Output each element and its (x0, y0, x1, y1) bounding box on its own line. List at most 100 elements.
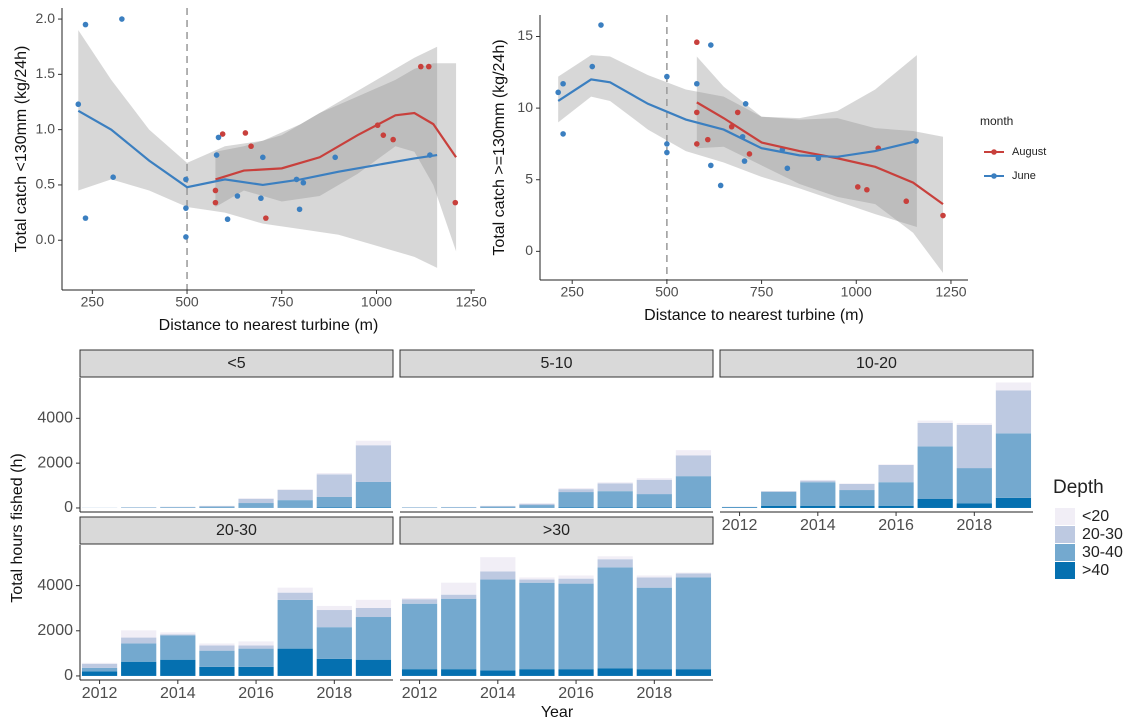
x-tick-label: 250 (561, 284, 585, 300)
data-point (214, 152, 220, 158)
legend-label: 30-40 (1082, 544, 1123, 561)
data-point (248, 143, 254, 149)
bar-segment (839, 483, 874, 484)
bar-segment (598, 668, 633, 675)
bar-segment (519, 580, 554, 583)
bar-segment (278, 500, 313, 508)
bar-segment (441, 583, 476, 595)
data-point (560, 131, 566, 137)
y-axis-title: Total hours fished (h) (9, 453, 26, 602)
data-point (418, 64, 424, 70)
legend-key-point (991, 149, 997, 155)
bar-segment (957, 425, 992, 468)
bar-segment (480, 557, 515, 571)
bar-segment (480, 506, 515, 507)
bar-segment (238, 667, 273, 676)
bar-segment (121, 630, 156, 637)
bar-segment (800, 506, 835, 508)
bar-segment (676, 578, 711, 670)
data-point (718, 183, 724, 189)
data-point (119, 16, 125, 22)
figure: 0.00.51.01.52.025050075010001250Distance… (0, 0, 1148, 723)
legend-key-point (991, 173, 997, 179)
bar-segment (918, 499, 953, 508)
y-axis-title: Total catch <130mm (kg/24h) (13, 46, 30, 253)
bar-segment (160, 507, 195, 508)
data-point (213, 188, 219, 194)
x-tick-label: 2016 (878, 517, 914, 534)
bar-segment (402, 604, 437, 669)
legend-label: <20 (1082, 508, 1109, 525)
data-point (260, 154, 266, 160)
bar-segment (996, 390, 1031, 433)
bar-segment (160, 660, 195, 676)
legend-label: >40 (1082, 562, 1109, 579)
bar-segment (878, 465, 913, 482)
bar-segment (637, 575, 672, 577)
bar-segment (199, 667, 234, 676)
bar-segment (82, 671, 117, 676)
bar-segment (278, 489, 313, 490)
legend-title: month (980, 114, 1013, 128)
data-point (83, 215, 89, 221)
bar-segment (441, 595, 476, 599)
data-point (694, 141, 700, 147)
bar-segment (598, 556, 633, 559)
x-tick-label: 2014 (800, 517, 836, 534)
bar-segment (356, 600, 391, 608)
bar-segment (598, 491, 633, 507)
bar-segment (558, 575, 593, 578)
bar-segment (558, 488, 593, 489)
data-point (332, 154, 338, 160)
bar-segment (278, 490, 313, 500)
bar-segment (878, 482, 913, 506)
facet-label: 20-30 (216, 522, 257, 539)
bar-segment (238, 503, 273, 508)
y-tick-label: 4000 (37, 577, 73, 594)
bar-segment (558, 492, 593, 507)
data-point (243, 130, 249, 136)
bar-segment (238, 641, 273, 645)
bar-segment (238, 499, 273, 503)
legend-key (1055, 562, 1075, 579)
bar-segment (519, 505, 554, 508)
x-tick-label: 2016 (238, 685, 274, 702)
bar-segment (676, 573, 711, 577)
data-point (708, 163, 714, 169)
bar-segment (82, 664, 117, 668)
data-point (381, 132, 387, 138)
bar-segment (402, 599, 437, 604)
bar-segment (317, 606, 352, 610)
bar-segment (278, 649, 313, 676)
bar-segment (918, 446, 953, 499)
data-point (297, 206, 303, 212)
bar-segment (558, 489, 593, 492)
bar-segment (356, 608, 391, 617)
bar-segment (637, 588, 672, 669)
bar-segment (996, 498, 1031, 508)
data-point (705, 137, 711, 143)
bar-segment (82, 668, 117, 672)
bar-segment (317, 473, 352, 474)
bar-segment (878, 464, 913, 465)
bar-segment (637, 669, 672, 676)
data-point (664, 150, 670, 156)
x-tick-label: 2018 (317, 685, 353, 702)
bar-segment (317, 474, 352, 497)
data-point (694, 81, 700, 87)
bar-segment (82, 663, 117, 664)
x-tick-label: 500 (175, 294, 199, 310)
y-tick-label: 5 (525, 170, 533, 186)
data-point (664, 141, 670, 147)
data-point (216, 135, 222, 141)
bar-segment (278, 593, 313, 600)
x-tick-label: 2018 (637, 685, 673, 702)
bar-segment (878, 506, 913, 508)
bar-segment (558, 669, 593, 676)
bar-segment (996, 382, 1031, 390)
data-point (589, 64, 595, 70)
data-point (235, 193, 241, 199)
bar-segment (839, 506, 874, 508)
x-tick-label: 2012 (722, 517, 758, 534)
bar-segment (317, 497, 352, 508)
